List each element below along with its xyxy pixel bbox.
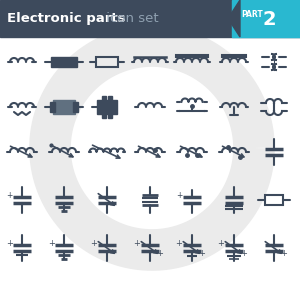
Bar — [97, 100, 117, 114]
Text: +: + — [218, 238, 224, 247]
Bar — [232, 0, 300, 37]
Text: Electronic parts: Electronic parts — [7, 12, 125, 25]
Polygon shape — [218, 0, 230, 37]
Text: +: + — [134, 238, 140, 247]
Bar — [51, 57, 77, 67]
Text: +: + — [199, 248, 206, 257]
Bar — [102, 114, 106, 118]
Text: +: + — [157, 248, 164, 257]
Bar — [265, 195, 283, 205]
Text: PART: PART — [241, 10, 263, 19]
Bar — [53, 100, 75, 114]
Bar — [50, 102, 55, 112]
Bar — [108, 114, 112, 118]
Text: 2: 2 — [263, 10, 277, 29]
Text: +: + — [6, 191, 12, 200]
Bar — [73, 102, 78, 112]
Text: +: + — [176, 191, 182, 200]
Text: +: + — [241, 248, 248, 257]
Polygon shape — [228, 0, 240, 37]
Bar — [108, 96, 112, 100]
Bar — [102, 96, 106, 100]
Text: +: + — [49, 239, 56, 248]
Text: +: + — [280, 248, 287, 257]
Text: icon set: icon set — [102, 12, 159, 25]
Text: +: + — [91, 238, 98, 247]
Bar — [0, 0, 300, 37]
Bar — [96, 57, 118, 67]
Text: +: + — [7, 239, 14, 248]
Text: +: + — [176, 238, 182, 247]
